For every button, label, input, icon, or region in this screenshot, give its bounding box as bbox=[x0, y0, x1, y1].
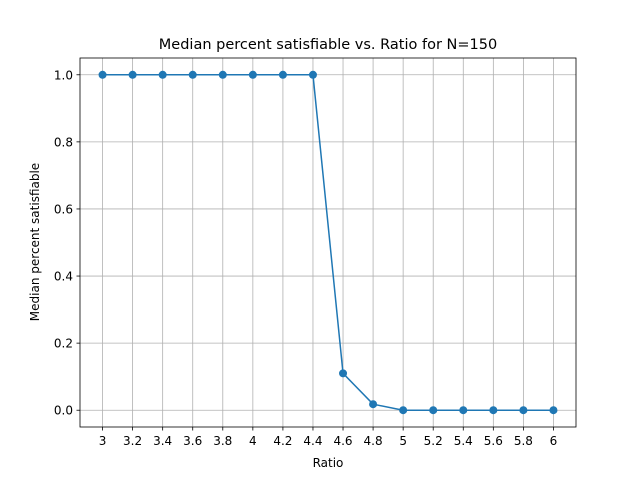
x-tick-label: 5.6 bbox=[484, 434, 503, 448]
data-point bbox=[339, 369, 348, 378]
data-point bbox=[308, 70, 317, 79]
x-tick-label: 4.2 bbox=[273, 434, 292, 448]
data-point bbox=[218, 70, 227, 79]
plot-frame bbox=[79, 57, 577, 428]
x-tick-label: 3 bbox=[99, 434, 107, 448]
data-point bbox=[459, 406, 468, 415]
data-point bbox=[158, 70, 167, 79]
x-tick-label: 6 bbox=[550, 434, 558, 448]
x-tick-label: 3.6 bbox=[183, 434, 202, 448]
x-axis-title: Ratio bbox=[313, 456, 344, 470]
data-point bbox=[549, 406, 558, 415]
data-point bbox=[98, 70, 107, 79]
x-tick-label: 3.8 bbox=[213, 434, 232, 448]
chart-title: Median percent satisfiable vs. Ratio for… bbox=[159, 37, 497, 53]
y-tick-label: 0.8 bbox=[54, 135, 73, 149]
x-tick-label: 4.8 bbox=[364, 434, 383, 448]
grid bbox=[80, 58, 576, 427]
y-tick-label: 1.0 bbox=[54, 68, 73, 82]
x-tick-label: 4 bbox=[249, 434, 257, 448]
data-point bbox=[399, 406, 408, 415]
data-point bbox=[489, 406, 498, 415]
x-tick-label: 5.8 bbox=[514, 434, 533, 448]
x-tick-label: 3.4 bbox=[153, 434, 172, 448]
x-tick-label: 5.4 bbox=[454, 434, 473, 448]
y-tick-label: 0.4 bbox=[54, 270, 73, 284]
data-point bbox=[369, 400, 378, 409]
data-point bbox=[519, 406, 528, 415]
y-axis: 0.0 0.2 0.4 0.6 0.8 1.0 bbox=[54, 68, 80, 418]
series-layer bbox=[98, 70, 558, 415]
y-axis-title: Median percent satisfiable bbox=[28, 163, 42, 321]
x-tick-label: 4.4 bbox=[303, 434, 322, 448]
y-tick-label: 0.6 bbox=[54, 202, 73, 216]
x-axis: 3 3.2 3.4 3.6 3.8 4 4.2 4.4 4.6 4.8 5 5.2 5.4 5.6 5.8 6 bbox=[99, 427, 558, 448]
data-point bbox=[278, 70, 287, 79]
data-point bbox=[128, 70, 137, 79]
x-tick-label: 4.6 bbox=[333, 434, 352, 448]
y-tick-label: 0.2 bbox=[54, 337, 73, 351]
y-tick-label: 0.0 bbox=[54, 404, 73, 418]
data-point bbox=[429, 406, 438, 415]
x-tick-label: 3.2 bbox=[123, 434, 142, 448]
x-tick-label: 5 bbox=[399, 434, 407, 448]
data-point bbox=[248, 70, 257, 79]
data-point bbox=[188, 70, 197, 79]
x-tick-label: 5.2 bbox=[424, 434, 443, 448]
series-line bbox=[102, 74, 554, 411]
